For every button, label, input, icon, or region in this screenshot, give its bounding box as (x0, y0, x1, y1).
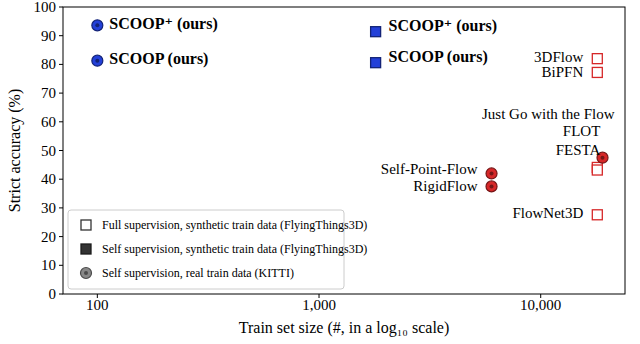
marker-shape (81, 244, 91, 254)
point-label: FLOT (563, 123, 601, 139)
legend: Full supervision, synthetic train data (… (68, 210, 367, 289)
legend-label: Self supervision, real train data (KITTI… (102, 266, 294, 280)
marker-shape (92, 55, 103, 66)
x-tick-label: 10,000 (520, 297, 561, 313)
legend-marker (81, 220, 91, 230)
y-tick (59, 265, 63, 266)
chart: 100 1,000 10,000 0 10 20 30 40 50 60 70 80 90 100 Trai… (0, 0, 640, 344)
y-tick-label: 90 (41, 28, 56, 44)
point-label: FESTA (556, 142, 601, 158)
y-tick (59, 207, 63, 208)
y-tick (59, 236, 63, 237)
y-tick-label: 70 (41, 85, 56, 101)
y-tick (59, 64, 63, 65)
point-labels: 3DFlowBiPFN FLOT FESTA FlowNet3D SCOOP⁺ (our… (109, 15, 614, 221)
legend-marker (81, 268, 92, 279)
point (592, 54, 602, 64)
y-tick-label: 10 (41, 257, 56, 273)
point (592, 165, 602, 175)
marker-shape (81, 268, 92, 279)
plot-frame (63, 7, 625, 294)
y-tick-label: 60 (41, 114, 56, 130)
marker-shape (92, 20, 103, 31)
y-tick (59, 150, 63, 151)
point-label: Self-Point-Flow (381, 161, 478, 177)
point (371, 58, 381, 68)
legend-marker (81, 244, 91, 254)
y-axis-label: Strict accuracy (%) (6, 89, 24, 212)
point-label: SCOOP⁺ (ours) (389, 17, 497, 35)
point-label: 3DFlow (534, 49, 583, 65)
y-tick-label: 40 (41, 171, 56, 187)
legend-label: Self supervision, synthetic train data (… (102, 242, 367, 256)
point (592, 210, 602, 220)
marker-shape (592, 210, 602, 220)
marker-shape (371, 58, 381, 68)
point-label: FlowNet3D (512, 205, 583, 221)
point-label: SCOOP (ours) (109, 50, 208, 68)
marker-shape (592, 67, 602, 77)
marker-center (95, 23, 99, 27)
marker-center (84, 271, 88, 275)
point-label: SCOOP (ours) (389, 48, 488, 66)
marker-shape (81, 220, 91, 230)
x-tick-label: 1,000 (302, 297, 336, 313)
y-tick (59, 179, 63, 180)
marker-shape (371, 27, 381, 37)
marker-center (95, 59, 99, 63)
y-tick (59, 35, 63, 36)
point (486, 181, 497, 192)
point (92, 20, 103, 31)
marker-shape (592, 54, 602, 64)
marker-shape (592, 165, 602, 175)
legend-label: Full supervision, synthetic train data (… (102, 218, 367, 232)
y-tick-label: 100 (34, 0, 57, 15)
point-label: Just Go with the Flow (482, 106, 615, 122)
point-label: SCOOP⁺ (ours) (109, 15, 217, 33)
y-tick-label: 20 (41, 229, 56, 245)
y-tick (59, 121, 63, 122)
y-tick-label: 0 (49, 286, 57, 302)
point-label: BiPFN (542, 64, 584, 80)
y-tick-label: 30 (41, 200, 56, 216)
point-label: RigidFlow (413, 178, 477, 194)
marker-center (490, 184, 494, 188)
marker-shape (486, 181, 497, 192)
point (92, 55, 103, 66)
x-tick-label: 100 (86, 297, 109, 313)
x-axis-label: Train set size (#, in a log₁₀ scale) (239, 319, 450, 337)
y-tick (59, 294, 63, 295)
y-tick (59, 7, 63, 8)
y-tick-label: 50 (41, 143, 56, 159)
point (371, 27, 381, 37)
point (486, 168, 497, 179)
marker-shape (486, 168, 497, 179)
y-tick (59, 93, 63, 94)
y-tick-label: 80 (41, 56, 56, 72)
marker-center (490, 171, 494, 175)
marker-center (601, 156, 605, 160)
point (592, 67, 602, 77)
